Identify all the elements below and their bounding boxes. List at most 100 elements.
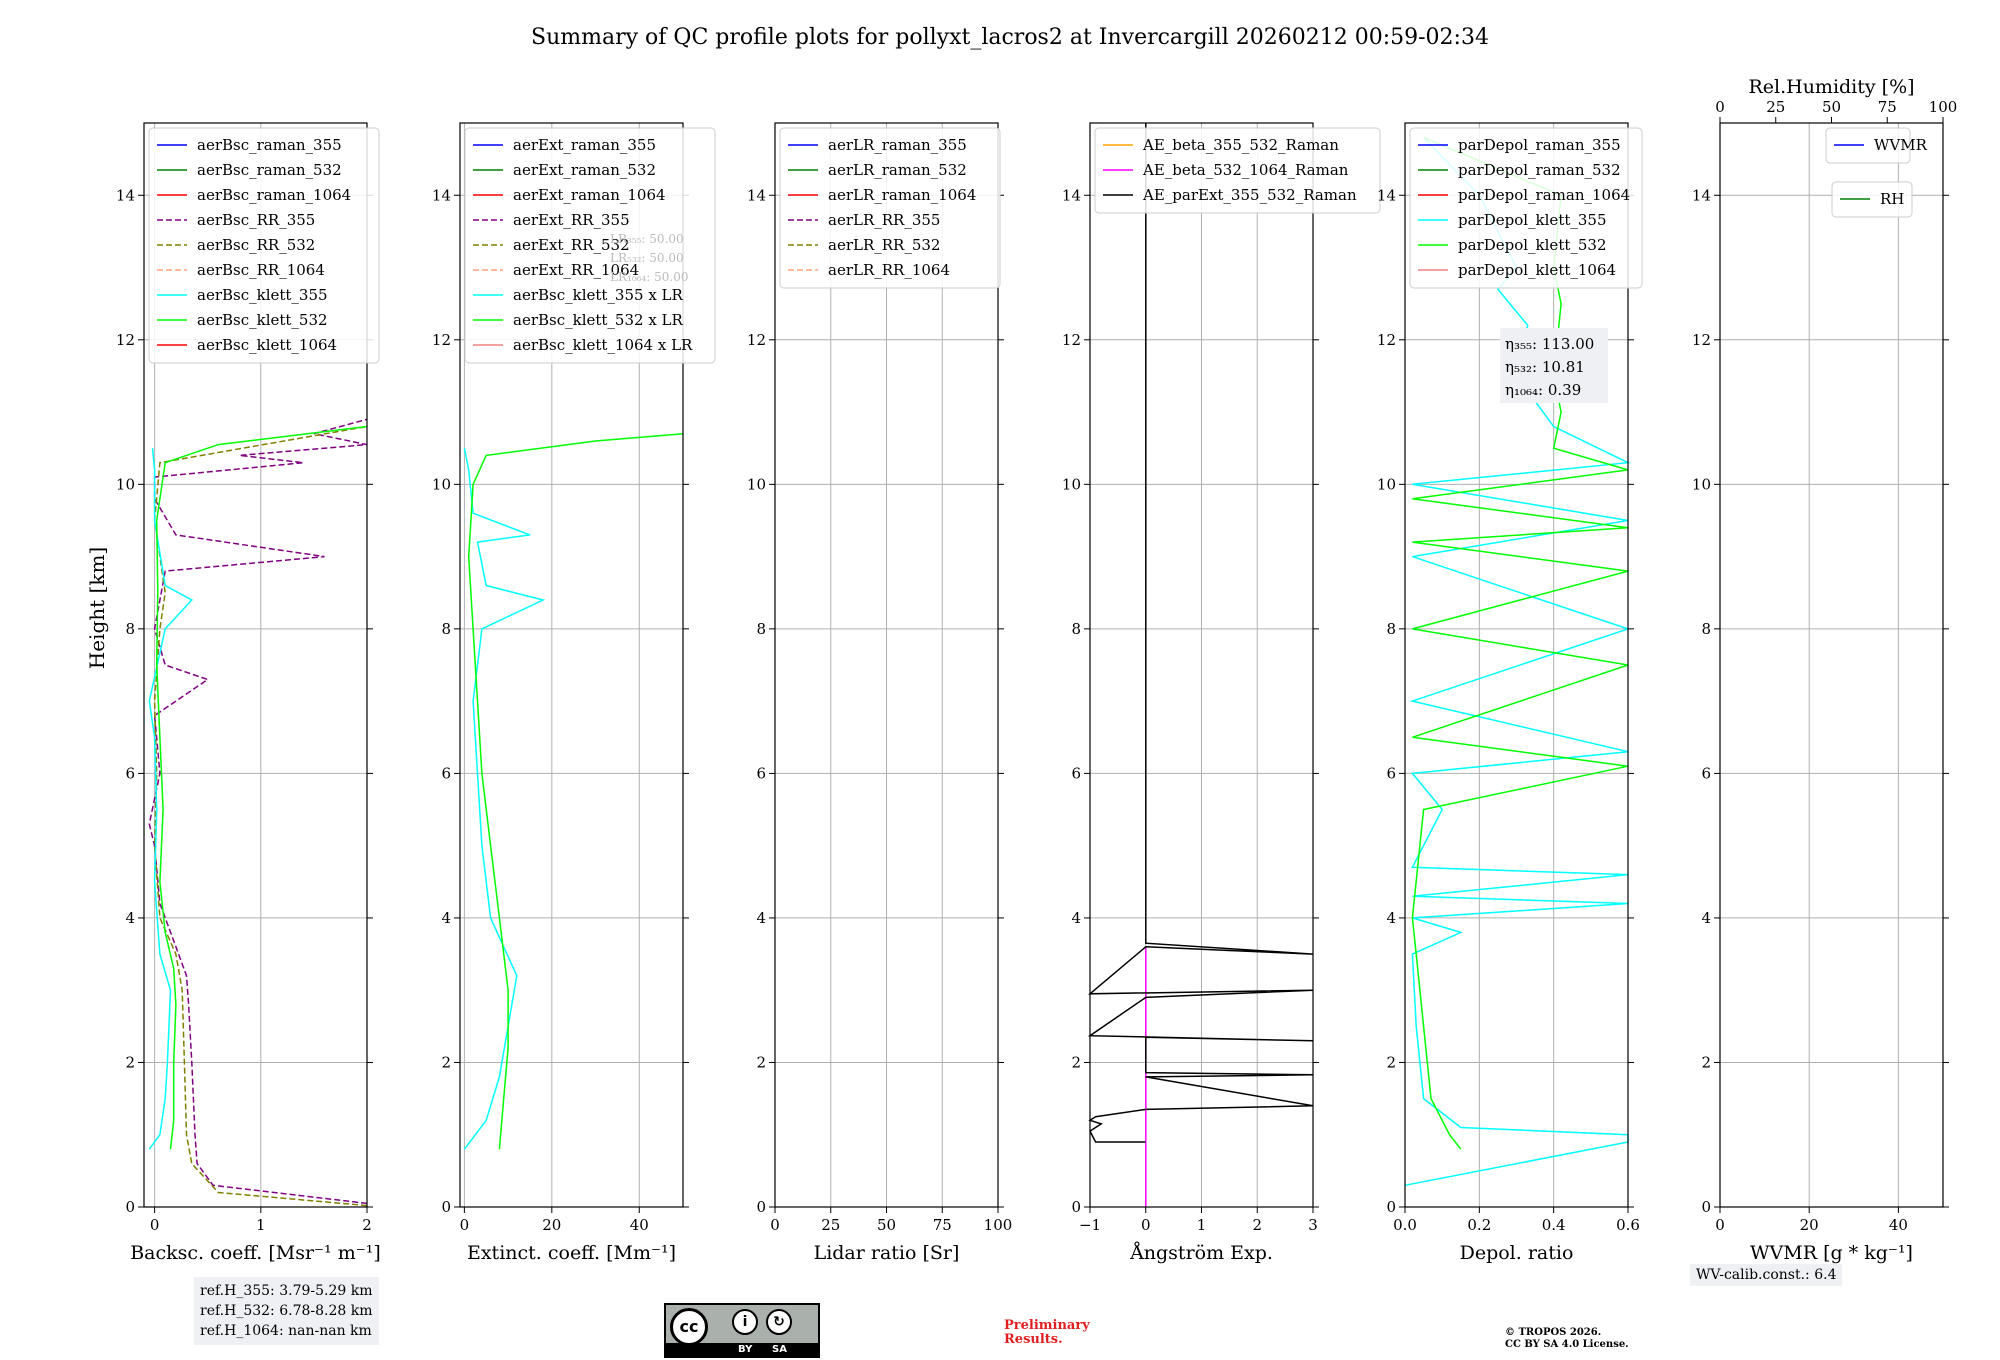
y-tick-label: 8 [1701,620,1711,638]
cc-sa-label: SA [772,1344,787,1355]
top-x-tick-label: 100 [1929,98,1958,116]
legend-label: aerExt_RR_355 [513,211,630,229]
x-tick-label: 25 [821,1216,840,1234]
y-tick-label: 14 [747,186,766,204]
legend-frame [779,127,1001,289]
series-parDepol_klett_355 [1404,136,1631,1187]
ref-height-532: ref.H_532: 6.78-8.28 km [200,1303,373,1319]
legend-label: aerExt_raman_1064 [513,186,666,204]
y-tick-label: 4 [1071,909,1081,927]
eta-value: η₁₀₆₄: 0.39 [1505,381,1581,399]
y-tick-label: 2 [1071,1053,1081,1071]
y-tick-label: 14 [432,186,451,204]
copyright-line-1: © TROPOS 2026. [1505,1327,1602,1338]
by-person-icon: i [732,1309,758,1335]
eta-box [1500,328,1608,403]
series-aerBsc_klett_532 [155,425,368,1150]
legend-label: aerBsc_raman_1064 [197,186,351,204]
x-tick-label: 40 [630,1216,649,1234]
x-tick-label: −1 [1079,1216,1101,1234]
legend-label: parDepol_raman_532 [1458,161,1621,179]
lidar-ratio-note: LR₁₀₆₄: 50.00 [610,270,688,284]
reference-height-box: ref.H_355: 3.79-5.29 km ref.H_532: 6.78-… [194,1277,379,1345]
x-tick-label: 0 [770,1216,780,1234]
x-tick-label: 100 [984,1216,1013,1234]
y-tick-label: 8 [1386,620,1396,638]
series-aerBsc_klett_355 x LR [463,448,546,1150]
y-tick-label: 8 [756,620,766,638]
legend-frame [1409,127,1643,289]
x-tick-label: 0 [150,1216,160,1234]
ref-height-355: ref.H_355: 3.79-5.29 km [200,1283,373,1299]
y-tick-label: 6 [125,764,135,782]
x-tick-label: 75 [933,1216,952,1234]
legend-label: aerBsc_klett_532 x LR [513,311,684,329]
legend-label: parDepol_raman_355 [1458,136,1621,154]
x-tick-label: 0.0 [1393,1216,1417,1234]
legend-frame [1094,127,1381,214]
y-axis-label: Height [km] [85,547,109,669]
x-axis-label: Lidar ratio [Sr] [814,1242,960,1264]
legend-label: parDepol_klett_532 [1458,236,1607,254]
legend-label: aerLR_raman_1064 [828,186,976,204]
sa-share-icon: ↻ [766,1309,792,1335]
x-axis-label: Ångström Exp. [1129,1242,1273,1264]
axes-frame [1719,122,1944,1208]
legend-label: aerLR_raman_355 [828,136,967,154]
x-axis-label: WVMR [g * kg⁻¹] [1750,1242,1913,1264]
lidar-ratio-note: LR₃₅₅: 50.00 [610,232,684,246]
x-tick-label: 3 [1308,1216,1318,1234]
lidar-ratio-note: LR₅₃₂: 50.00 [610,251,684,265]
x-tick-label: 0.6 [1616,1216,1640,1234]
x-tick-label: 0.2 [1467,1216,1491,1234]
top-axis-label: Rel.Humidity [%] [1748,76,1914,98]
y-tick-label: 10 [1692,475,1711,493]
x-axis-label: Extinct. coeff. [Mm⁻¹] [467,1242,676,1264]
legend-label: aerBsc_klett_355 x LR [513,286,684,304]
y-tick-label: 8 [441,620,451,638]
x-tick-label: 0 [1141,1216,1151,1234]
legend-label: AE_beta_355_532_Raman [1142,136,1339,154]
legend-wvmr: WVMR [1825,127,1928,164]
legend-label: aerBsc_klett_532 [197,311,328,329]
y-tick-label: 0 [1701,1198,1711,1216]
x-tick-label: 40 [1889,1216,1908,1234]
y-tick-label: 6 [441,764,451,782]
y-tick-label: 4 [441,909,451,927]
legend-label: aerExt_raman_532 [513,161,656,179]
y-tick-label: 0 [1386,1198,1396,1216]
y-tick-label: 0 [125,1198,135,1216]
legend-frame [1825,127,1911,164]
series-parDepol_klett_532 [1411,136,1629,1150]
legend-label: AE_beta_532_1064_Raman [1142,161,1349,179]
x-tick-label: 2 [1252,1216,1262,1234]
series-aerBsc_RR_355 [148,418,368,1205]
y-tick-label: 12 [1377,331,1396,349]
y-tick-label: 6 [1071,764,1081,782]
y-tick-label: 14 [1692,186,1711,204]
top-x-tick-label: 75 [1878,98,1897,116]
license-line: CC BY SA 4.0 License. [1505,1339,1629,1350]
eta-value: η₅₃₂: 10.81 [1505,358,1585,376]
y-tick-label: 14 [116,186,135,204]
panel-5: 0 2 4 6 8 10 12 14 0.0 0.2 0.4 0.6 Depol. ratio parDe… [1377,122,1643,1264]
top-x-tick-label: 0 [1715,98,1725,116]
y-tick-label: 12 [432,331,451,349]
legend-label: aerLR_RR_1064 [828,261,950,279]
legend-label: aerBsc_RR_1064 [197,261,325,279]
panel-6: 0 2 4 6 8 10 12 14 0 20 40 WVMR [g * kg⁻¹] 0 25 50 75 10… [1692,76,1957,1264]
y-tick-label: 12 [1062,331,1081,349]
legend-label: aerBsc_klett_355 [197,286,328,304]
series-aerBsc_klett_355 [148,448,194,1150]
preliminary-line-2: Results. [1004,1332,1063,1347]
x-axis-label: Depol. ratio [1460,1242,1574,1264]
legend-label: parDepol_raman_1064 [1458,186,1630,204]
y-tick-label: 8 [125,620,135,638]
copyright-note: © TROPOS 2026. CC BY SA 4.0 License. [1505,1327,1629,1351]
x-axis-label: Backsc. coeff. [Msr⁻¹ m⁻¹] [130,1242,381,1264]
legend: aerBsc_raman_355 aerBsc_raman_532 aerBsc_r… [148,127,380,364]
y-tick-label: 0 [1071,1198,1081,1216]
cc-by-label: BY [738,1344,753,1355]
